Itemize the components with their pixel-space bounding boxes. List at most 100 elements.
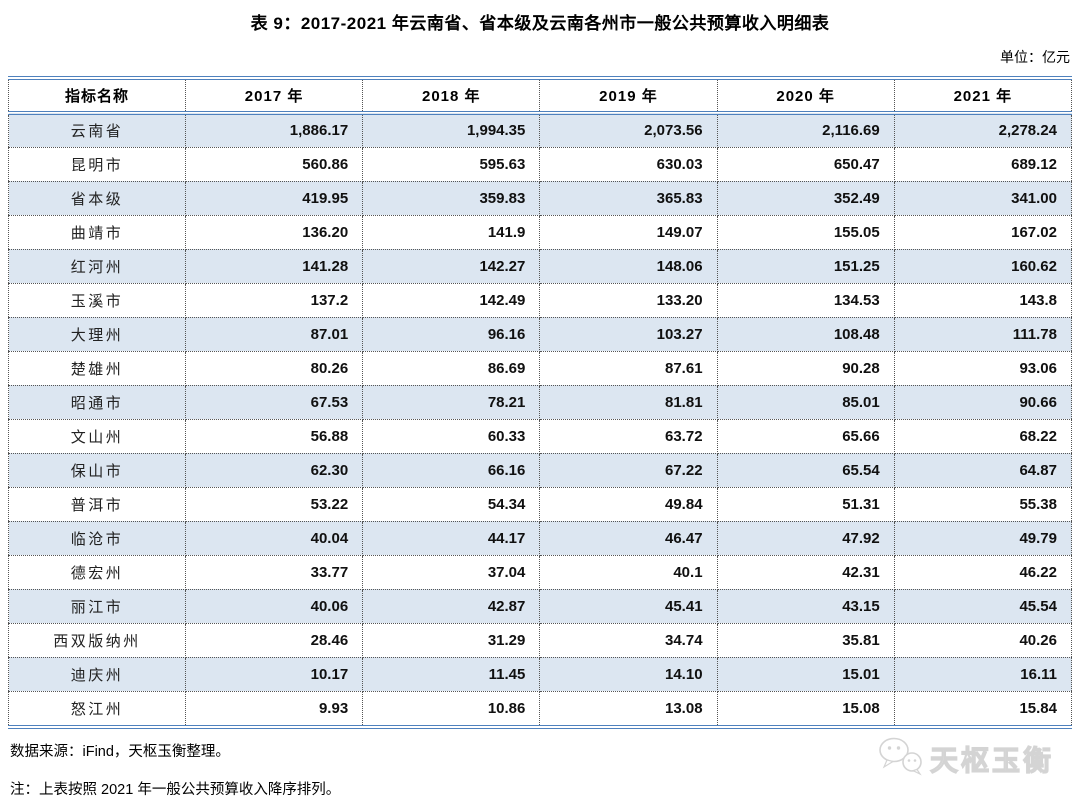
column-header-indicator: 指标名称 [8, 80, 186, 115]
table-row: 昆明市 560.86 595.63 630.03 650.47 689.12 [8, 147, 1072, 182]
table-row: 丽江市 40.06 42.87 45.41 43.15 45.54 [8, 589, 1072, 624]
value-cell: 87.61 [539, 351, 718, 386]
value-cell: 67.53 [185, 385, 364, 420]
table-row: 临沧市 40.04 44.17 46.47 47.92 49.79 [8, 521, 1072, 556]
value-cell: 49.84 [539, 487, 718, 522]
value-cell: 66.16 [362, 453, 541, 488]
value-cell: 40.26 [894, 623, 1072, 658]
region-name: 西双版纳州 [8, 623, 186, 658]
column-header-2018: 2018 年 [362, 80, 541, 115]
region-name: 昆明市 [8, 147, 186, 182]
watermark: 天枢玉衡 [877, 736, 1054, 781]
value-cell: 10.17 [185, 657, 364, 692]
value-cell: 40.06 [185, 589, 364, 624]
region-name: 曲靖市 [8, 215, 186, 250]
table-row: 文山州 56.88 60.33 63.72 65.66 68.22 [8, 419, 1072, 454]
region-name: 红河州 [8, 249, 186, 284]
region-name: 玉溪市 [8, 283, 186, 318]
value-cell: 45.54 [894, 589, 1072, 624]
data-source-note: 数据来源：iFind，天枢玉衡整理。 [10, 744, 230, 760]
table-row: 红河州 141.28 142.27 148.06 151.25 160.62 [8, 249, 1072, 284]
value-cell: 56.88 [185, 419, 364, 454]
footnotes: 数据来源：iFind，天枢玉衡整理。 注：上表按照 2021 年一般公共预算收入… [10, 740, 1080, 799]
value-cell: 2,116.69 [717, 113, 895, 148]
value-cell: 63.72 [539, 419, 718, 454]
value-cell: 630.03 [539, 147, 718, 182]
value-cell: 137.2 [185, 283, 364, 318]
value-cell: 142.49 [362, 283, 541, 318]
table-body: 云南省 1,886.17 1,994.35 2,073.56 2,116.69 … [8, 113, 1072, 725]
header-row: 指标名称 2017 年 2018 年 2019 年 2020 年 2021 年 [8, 80, 1072, 115]
value-cell: 34.74 [539, 623, 718, 658]
value-cell: 2,278.24 [894, 113, 1072, 148]
value-cell: 11.45 [362, 657, 541, 692]
region-name: 德宏州 [8, 555, 186, 590]
table-row: 玉溪市 137.2 142.49 133.20 134.53 143.8 [8, 283, 1072, 318]
value-cell: 51.31 [717, 487, 895, 522]
wechat-bubbles-icon [877, 736, 925, 781]
value-cell: 53.22 [185, 487, 364, 522]
column-header-2021: 2021 年 [894, 80, 1072, 115]
region-name: 楚雄州 [8, 351, 186, 386]
table-row: 大理州 87.01 96.16 103.27 108.48 111.78 [8, 317, 1072, 352]
value-cell: 15.08 [717, 691, 895, 725]
value-cell: 595.63 [362, 147, 541, 182]
value-cell: 103.27 [539, 317, 718, 352]
value-cell: 352.49 [717, 181, 895, 216]
value-cell: 15.84 [894, 691, 1072, 725]
column-header-2017: 2017 年 [185, 80, 364, 115]
value-cell: 689.12 [894, 147, 1072, 182]
region-name: 省本级 [8, 181, 186, 216]
region-name: 迪庆州 [8, 657, 186, 692]
value-cell: 560.86 [185, 147, 364, 182]
value-cell: 1,994.35 [362, 113, 541, 148]
value-cell: 42.31 [717, 555, 895, 590]
table-row: 迪庆州 10.17 11.45 14.10 15.01 16.11 [8, 657, 1072, 692]
value-cell: 141.9 [362, 215, 541, 250]
table-row: 曲靖市 136.20 141.9 149.07 155.05 167.02 [8, 215, 1072, 250]
budget-revenue-table: 指标名称 2017 年 2018 年 2019 年 2020 年 2021 年 … [8, 80, 1072, 725]
value-cell: 108.48 [717, 317, 895, 352]
value-cell: 60.33 [362, 419, 541, 454]
value-cell: 155.05 [717, 215, 895, 250]
region-name: 临沧市 [8, 521, 186, 556]
column-header-2019: 2019 年 [539, 80, 718, 115]
value-cell: 15.01 [717, 657, 895, 692]
value-cell: 133.20 [539, 283, 718, 318]
value-cell: 142.27 [362, 249, 541, 284]
region-name: 文山州 [8, 419, 186, 454]
value-cell: 45.41 [539, 589, 718, 624]
value-cell: 90.66 [894, 385, 1072, 420]
value-cell: 160.62 [894, 249, 1072, 284]
table-row: 保山市 62.30 66.16 67.22 65.54 64.87 [8, 453, 1072, 488]
sort-order-note: 注：上表按照 2021 年一般公共预算收入降序排列。 [10, 782, 341, 798]
value-cell: 44.17 [362, 521, 541, 556]
value-cell: 10.86 [362, 691, 541, 725]
value-cell: 37.04 [362, 555, 541, 590]
value-cell: 28.46 [185, 623, 364, 658]
value-cell: 64.87 [894, 453, 1072, 488]
value-cell: 35.81 [717, 623, 895, 658]
table-row: 云南省 1,886.17 1,994.35 2,073.56 2,116.69 … [8, 113, 1072, 148]
watermark-text: 天枢玉衡 [929, 744, 1054, 776]
value-cell: 341.00 [894, 181, 1072, 216]
value-cell: 42.87 [362, 589, 541, 624]
value-cell: 96.16 [362, 317, 541, 352]
value-cell: 419.95 [185, 181, 364, 216]
value-cell: 67.22 [539, 453, 718, 488]
table-row: 西双版纳州 28.46 31.29 34.74 35.81 40.26 [8, 623, 1072, 658]
value-cell: 149.07 [539, 215, 718, 250]
value-cell: 134.53 [717, 283, 895, 318]
table-row: 德宏州 33.77 37.04 40.1 42.31 46.22 [8, 555, 1072, 590]
region-name: 云南省 [8, 113, 186, 148]
value-cell: 148.06 [539, 249, 718, 284]
value-cell: 86.69 [362, 351, 541, 386]
value-cell: 90.28 [717, 351, 895, 386]
table-row: 普洱市 53.22 54.34 49.84 51.31 55.38 [8, 487, 1072, 522]
value-cell: 93.06 [894, 351, 1072, 386]
value-cell: 85.01 [717, 385, 895, 420]
value-cell: 650.47 [717, 147, 895, 182]
region-name: 昭通市 [8, 385, 186, 420]
region-name: 怒江州 [8, 691, 186, 725]
